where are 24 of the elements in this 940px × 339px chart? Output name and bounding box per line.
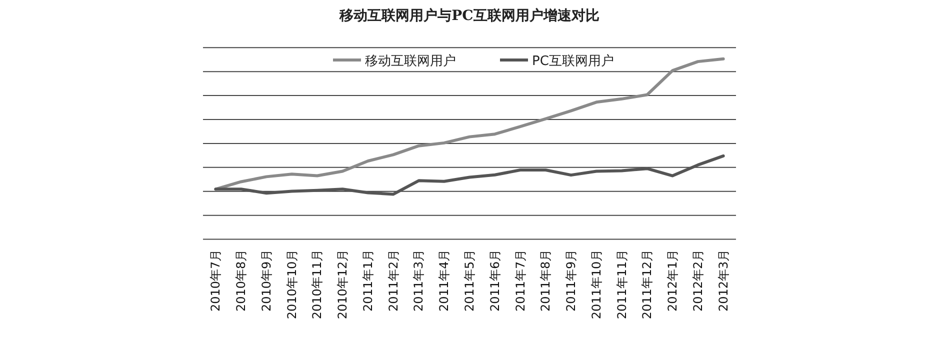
- x-tick-label: 2011年10月: [589, 249, 604, 320]
- x-tick-label: 2012年1月: [666, 249, 680, 312]
- x-tick-label: 2010年12月: [336, 249, 350, 320]
- x-tick-label: 2011年7月: [513, 249, 528, 312]
- x-tick-label: 2012年2月: [690, 249, 705, 312]
- x-tick-label: 2011年11月: [614, 249, 629, 320]
- x-tick-label: 2011年3月: [412, 249, 426, 312]
- x-tick-label: 2011年8月: [538, 249, 553, 312]
- legend-label: 移动互联网用户: [365, 54, 456, 69]
- chart-title: 移动互联网用户与PC互联网用户增速对比: [338, 7, 600, 24]
- x-tick-label: 2010年10月: [284, 249, 299, 320]
- x-tick-label: 2011年9月: [564, 249, 578, 312]
- legend-label: PC互联网用户: [532, 54, 614, 69]
- x-tick-label: 2011年4月: [437, 249, 452, 312]
- x-tick-label: 2011年5月: [462, 249, 476, 312]
- x-tick-label: 2010年8月: [234, 249, 248, 312]
- x-tick-label: 2011年12月: [640, 249, 654, 320]
- x-tick-label: 2012年3月: [716, 249, 730, 312]
- x-tick-label: 2011年2月: [386, 249, 400, 312]
- x-tick-label: 2011年1月: [360, 249, 375, 312]
- x-tick-label: 2011年6月: [488, 249, 502, 312]
- x-tick-label: 2010年9月: [259, 249, 274, 312]
- x-tick-label: 2010年7月: [208, 249, 223, 312]
- x-tick-label: 2010年11月: [310, 249, 324, 320]
